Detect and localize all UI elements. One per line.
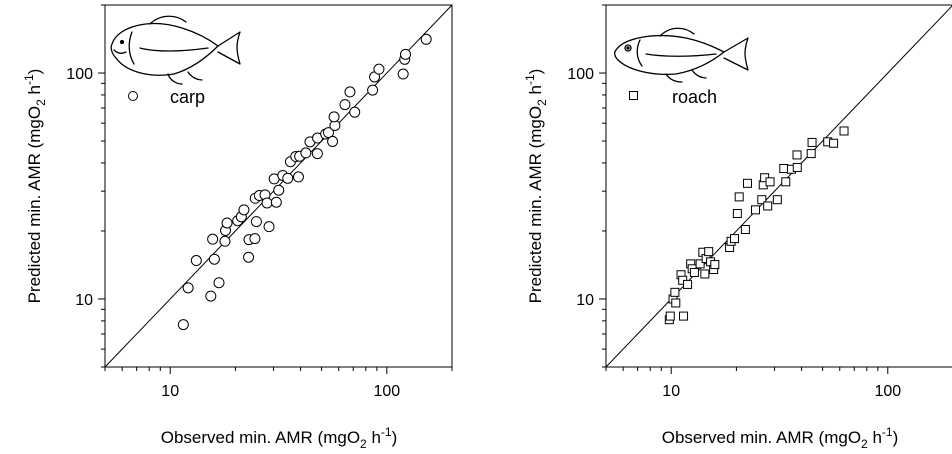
carp-x-axis-label: Observed min. AMR (mgO2 h-1) [161, 425, 398, 451]
roach-data-point [772, 195, 782, 205]
carp-data-point [177, 319, 189, 331]
carp-data-point [261, 197, 273, 209]
roach-data-point [839, 126, 849, 136]
roach-identity-line [606, 5, 952, 367]
carp-data-point [182, 282, 194, 294]
roach-data-point [781, 177, 791, 187]
carp-data-point [270, 196, 282, 208]
roach-data-point [695, 259, 705, 269]
roach-data-point [742, 178, 752, 188]
carp-data-point [344, 86, 356, 98]
carp-x-tick-label: 10 [161, 383, 179, 400]
carp-x-tick-label: 100 [373, 383, 400, 400]
roach-data-point [807, 137, 817, 147]
roach-data-point [757, 195, 767, 205]
roach-data-point [734, 192, 744, 202]
carp-legend-label: carp [170, 87, 205, 107]
carp-data-point [349, 106, 361, 118]
roach-panel: 10 100 10 100 roach Observed min. AMR (mgO2… [523, 4, 952, 451]
roach-legend-marker [629, 91, 638, 100]
roach-y-tick-label: 100 [567, 66, 594, 83]
carp-data-point [397, 68, 409, 80]
roach-legend-label: roach [672, 87, 717, 107]
roach-data-point [671, 298, 681, 308]
carp-data-point [207, 233, 219, 245]
roach-data-point [683, 279, 693, 289]
carp-data-point [400, 48, 412, 60]
carp-data-point [292, 171, 304, 183]
carp-data-point [367, 84, 379, 96]
roach-data-point [730, 234, 740, 244]
roach-x-tick-label: 10 [662, 383, 680, 400]
roach-data-point [829, 138, 839, 148]
carp-plot-frame [104, 4, 453, 368]
roach-data-point [763, 201, 773, 211]
carp-data-point [250, 216, 262, 228]
carp-data-point [249, 233, 261, 245]
carp-data-point [373, 63, 385, 75]
roach-y-tick-label: 10 [576, 292, 594, 309]
roach-data-point [665, 311, 675, 321]
carp-points [177, 33, 432, 331]
roach-data-point [710, 260, 720, 270]
roach-data-point [750, 205, 760, 215]
carp-legend-marker [128, 91, 138, 101]
carp-data-point [208, 253, 220, 265]
roach-y-axis-label: Predicted min. AMR (mgO2 h-1) [523, 69, 549, 304]
roach-x-axis-label: Observed min. AMR (mgO2 h-1) [662, 425, 899, 451]
carp-data-point [339, 99, 351, 111]
carp-data-point [328, 111, 340, 123]
carp-data-point [327, 135, 339, 147]
carp-data-point [213, 277, 225, 289]
carp-data-point [221, 217, 233, 229]
roach-data-point [679, 311, 689, 321]
carp-data-point [190, 255, 202, 267]
roach-ticks: 10 100 10 100 [567, 4, 901, 400]
roach-plot-frame [605, 4, 952, 368]
carp-panel: 10 100 10 100 carp Observed min. AMR (mgO2 … [22, 4, 453, 451]
carp-data-point [205, 290, 217, 302]
roach-data-point [732, 208, 742, 218]
carp-data-point [243, 251, 255, 263]
roach-data-point [806, 149, 816, 159]
roach-x-tick-label: 100 [874, 383, 901, 400]
carp-data-point [420, 33, 432, 45]
roach-fish-icon [614, 27, 749, 83]
carp-data-point [322, 127, 334, 139]
carp-fish-icon [110, 15, 241, 85]
carp-data-point [238, 204, 250, 216]
carp-y-axis-label: Predicted min. AMR (mgO2 h-1) [22, 69, 48, 304]
roach-data-point [779, 163, 789, 173]
carp-data-point [311, 148, 323, 160]
roach-data-point [792, 150, 802, 160]
carp-y-tick-label: 100 [66, 66, 93, 83]
carp-ticks: 10 100 10 100 [66, 4, 453, 400]
carp-data-point [300, 147, 312, 159]
carp-data-point [219, 235, 231, 247]
roach-data-point [740, 224, 750, 234]
roach-points [664, 126, 849, 325]
carp-data-point [282, 172, 294, 184]
roach-data-point [670, 287, 680, 297]
carp-data-point [273, 184, 285, 196]
roach-data-point [689, 267, 699, 277]
carp-y-tick-label: 10 [75, 292, 93, 309]
roach-data-point [704, 247, 714, 257]
roach-data-point [700, 269, 710, 279]
roach-data-point [765, 177, 775, 187]
carp-data-point [263, 221, 275, 233]
roach-data-point [792, 162, 802, 172]
